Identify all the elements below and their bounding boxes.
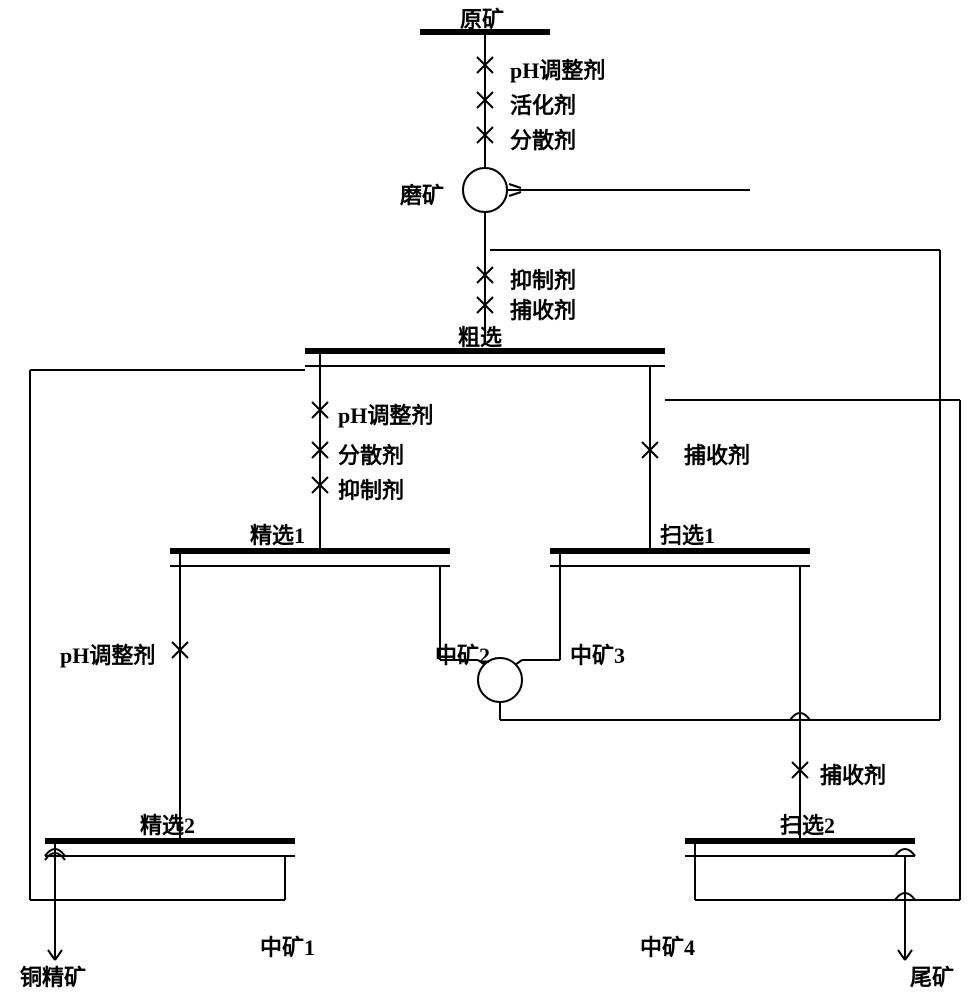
reagent-dispersant: 分散剂 <box>510 123 576 155</box>
label-rougher: 粗选 <box>458 320 502 352</box>
reagent-collector-scav1: 捕收剂 <box>684 438 750 470</box>
label-scavenger2: 扫选2 <box>780 808 835 840</box>
label-cleaner1: 精选1 <box>250 518 305 550</box>
middling-3: 中矿3 <box>570 638 625 670</box>
reagent-ph-top: pH调整剂 <box>510 53 605 85</box>
label-cleaner2: 精选2 <box>140 808 195 840</box>
label-raw-ore: 原矿 <box>460 2 504 34</box>
middling-1: 中矿1 <box>260 930 315 962</box>
label-scavenger1: 扫选1 <box>660 518 715 550</box>
reagent-collector: 捕收剂 <box>510 293 576 325</box>
reagent-ph-cleaner2: pH调整剂 <box>60 638 155 670</box>
middling-4: 中矿4 <box>640 930 695 962</box>
label-concentrate: 铜精矿 <box>20 960 86 992</box>
label-tailings: 尾矿 <box>910 960 954 992</box>
reagent-inhibitor-cleaner1: 抑制剂 <box>338 473 404 505</box>
reagent-activator: 活化剂 <box>510 88 576 120</box>
middling-2: 中矿2 <box>435 638 490 670</box>
reagent-inhibitor: 抑制剂 <box>510 263 576 295</box>
label-grinding: 磨矿 <box>400 178 444 210</box>
reagent-dispersant-cleaner1: 分散剂 <box>338 438 404 470</box>
reagent-collector-scav2: 捕收剂 <box>820 758 886 790</box>
reagent-ph-cleaner1: pH调整剂 <box>338 398 433 430</box>
process-flowchart <box>0 0 975 1000</box>
